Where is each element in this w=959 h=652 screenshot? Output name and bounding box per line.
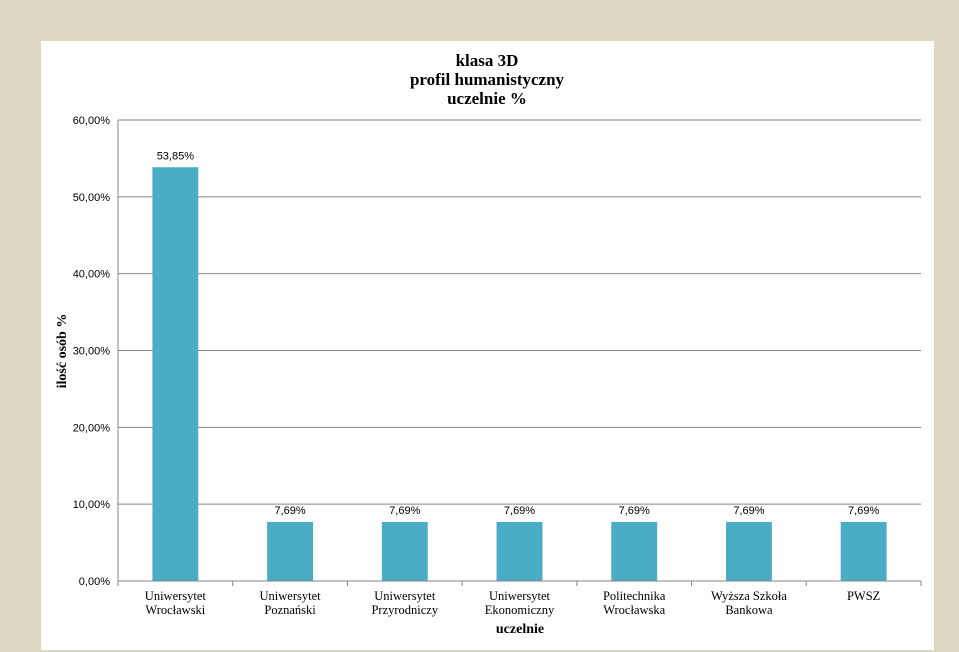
y-tick-label: 50,00%	[73, 192, 111, 204]
gridlines	[118, 119, 921, 505]
chart-title-line-1: klasa 3D	[456, 51, 519, 70]
x-category-label: Wrocławska	[603, 603, 665, 617]
x-category-label: Uniwersytet	[260, 589, 322, 603]
chart-title: klasa 3D profil humanistyczny uczelnie %	[410, 51, 565, 108]
x-category-label: Uniwersytet	[489, 589, 551, 603]
data-label: 7,69%	[274, 505, 305, 517]
bar	[725, 521, 772, 581]
x-category-label: Przyrodniczy	[371, 603, 438, 617]
x-axis-title: uczelnie	[496, 622, 544, 637]
x-category-label: Uniwersytet	[145, 589, 207, 603]
x-category-label: Poznański	[264, 603, 316, 617]
x-category-label: Wyższa Szkoła	[711, 589, 787, 603]
y-tick-label: 30,00%	[73, 346, 111, 358]
y-tick-label: 20,00%	[73, 422, 111, 434]
bar	[152, 167, 199, 581]
y-tick-label: 60,00%	[73, 115, 111, 127]
chart-title-line-3: uczelnie %	[447, 89, 527, 108]
axes	[117, 120, 922, 586]
y-tick-label: 10,00%	[73, 499, 111, 511]
x-axis-category-labels: UniwersytetWrocławskiUniwersytetPoznańsk…	[145, 589, 881, 617]
bar-chart: klasa 3D profil humanistyczny uczelnie %…	[55, 51, 922, 637]
x-category-label: Politechnika	[603, 589, 666, 603]
x-category-label: Wrocławski	[145, 603, 205, 617]
y-tick-label: 40,00%	[73, 269, 111, 281]
chart-frame: klasa 3D profil humanistyczny uczelnie %…	[41, 41, 934, 650]
bar	[840, 521, 887, 581]
data-label: 7,69%	[733, 505, 764, 517]
data-label: 7,69%	[619, 505, 650, 517]
bar	[496, 521, 543, 581]
bar	[611, 521, 658, 581]
bars	[152, 167, 887, 581]
y-axis-title: ilość osób %	[55, 314, 70, 389]
data-label: 7,69%	[848, 505, 879, 517]
y-tick-label: 0,00%	[79, 576, 110, 588]
data-label: 7,69%	[504, 505, 535, 517]
x-category-label: Bankowa	[725, 603, 773, 617]
y-axis-tick-labels: 0,00% 10,00% 20,00% 30,00% 40,00% 50,00% 60,00…	[73, 115, 111, 588]
x-category-label: PWSZ	[847, 589, 880, 603]
chart-title-line-2: profil humanistyczny	[410, 70, 565, 89]
x-category-label: Ekonomiczny	[485, 603, 555, 617]
data-labels: 53,85% 7,69% 7,69% 7,69% 7,69% 7,69% 7,69%	[157, 150, 880, 517]
data-label: 53,85%	[157, 150, 195, 162]
bar	[381, 521, 428, 581]
data-label: 7,69%	[389, 505, 420, 517]
bar	[267, 521, 314, 581]
x-category-label: Uniwersytet	[374, 589, 436, 603]
